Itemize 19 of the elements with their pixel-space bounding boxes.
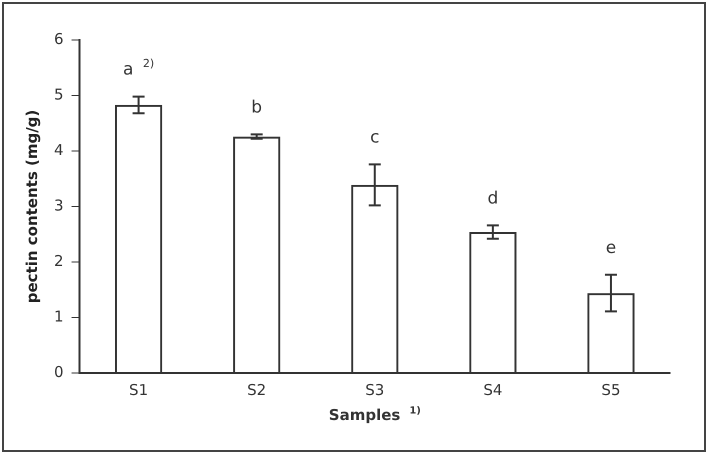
- x-tick-label: S3: [365, 380, 384, 399]
- annotation: c: [370, 127, 380, 148]
- y-tick-label: 6: [54, 30, 64, 48]
- annotation: b: [251, 97, 262, 118]
- annotation: e: [606, 238, 616, 258]
- annotation: a 2): [123, 56, 154, 80]
- x-tick-label: S4: [483, 380, 502, 399]
- x-tick-label: S5: [601, 380, 620, 399]
- x-axis-title: Samples 1): [328, 405, 421, 424]
- y-tick-label: 2: [54, 252, 64, 270]
- y-tick-label: 0: [54, 362, 64, 381]
- y-tick-label: 4: [54, 140, 64, 159]
- y-tick-label: 5: [54, 85, 64, 104]
- x-tick-label: S2: [247, 380, 266, 399]
- annotation: d: [487, 188, 498, 208]
- y-tick-label: 3: [54, 196, 64, 214]
- x-tick-label: S1: [129, 380, 148, 399]
- y-axis-title: pectin contents (mg/g): [22, 110, 41, 304]
- y-tick-label: 1: [54, 307, 64, 326]
